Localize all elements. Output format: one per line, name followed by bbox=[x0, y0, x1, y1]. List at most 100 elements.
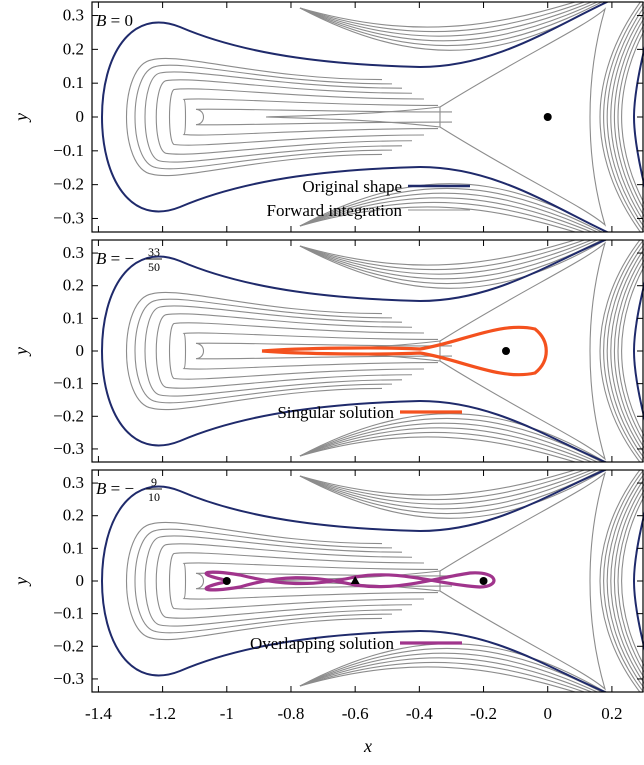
contour-top-4 bbox=[299, 470, 594, 505]
contour-bottom-5 bbox=[299, 201, 587, 232]
marker-circle-1 bbox=[543, 113, 552, 121]
contour-bottom-4 bbox=[299, 197, 594, 232]
ytick-label: 0.2 bbox=[63, 39, 84, 58]
contour-top-3 bbox=[299, 240, 599, 280]
contour-right-1 bbox=[599, 470, 641, 692]
ytick-label: 0.2 bbox=[63, 506, 84, 525]
contour-right-2 bbox=[603, 470, 644, 692]
panel-3: 0.3 0.2 0.1 0 −0.1 −0.2 −0.3-1.4 -1.2 -1 -0.8 -0.6… bbox=[11, 469, 644, 756]
contour-top-5 bbox=[299, 470, 587, 501]
contour-left-6 bbox=[182, 332, 439, 370]
original-shape-bottom bbox=[419, 400, 608, 462]
xtick-label: -0.2 bbox=[470, 704, 497, 723]
panel-1: 0.3 0.2 0.1 0 −0.1 −0.2 −0.3 y B = 0 Original sha… bbox=[11, 1, 644, 233]
original-shape-top bbox=[419, 240, 608, 302]
contour-left-6 bbox=[182, 98, 439, 136]
ytick-label: −0.3 bbox=[53, 669, 84, 688]
contour-top-6 bbox=[299, 2, 578, 28]
contour-right-6 bbox=[617, 489, 644, 673]
panel-parameter-label: B = 0 bbox=[96, 11, 133, 30]
ytick-label: 0.1 bbox=[63, 538, 84, 557]
fraction-numerator: 33 bbox=[148, 245, 160, 259]
contour-right-5 bbox=[613, 17, 644, 217]
x-axis-label: x bbox=[363, 736, 372, 756]
contour-left-7 bbox=[195, 108, 453, 126]
plot-area bbox=[100, 470, 644, 692]
original-shape-top bbox=[419, 470, 608, 532]
ytick-label: −0.3 bbox=[53, 208, 84, 227]
contour-right-7 bbox=[621, 265, 644, 437]
contour-right-4 bbox=[610, 248, 644, 454]
xtick-label: -1 bbox=[220, 704, 234, 723]
ytick-label: −0.1 bbox=[53, 374, 84, 393]
xtick-label: -0.6 bbox=[342, 704, 369, 723]
contour-right-6 bbox=[617, 23, 644, 211]
legend-label: Forward integration bbox=[267, 201, 403, 220]
legend-label: Overlapping solution bbox=[250, 634, 395, 653]
contour-left-7 bbox=[195, 342, 453, 360]
contour-right-4 bbox=[610, 478, 644, 684]
contour-right-inner bbox=[439, 7, 607, 227]
contour-bottom-5 bbox=[299, 431, 587, 462]
ytick-label: −0.3 bbox=[53, 439, 84, 458]
y-axis-label: y bbox=[11, 113, 31, 123]
contour-bottom-2 bbox=[299, 648, 604, 692]
contour-top-5 bbox=[299, 240, 587, 271]
contour-left-4 bbox=[155, 543, 413, 619]
contour-left-3 bbox=[144, 71, 403, 163]
contour-right-7 bbox=[621, 29, 644, 205]
original-shape-right bbox=[632, 46, 644, 188]
contour-left-4 bbox=[155, 79, 413, 155]
contour-bottom-3 bbox=[299, 422, 599, 462]
contour-bottom-4 bbox=[299, 657, 594, 692]
contour-top-4 bbox=[299, 2, 594, 37]
panel-parameter-label: B = − bbox=[96, 479, 134, 498]
fraction-numerator: 9 bbox=[151, 475, 157, 489]
legend-label: Original shape bbox=[302, 177, 402, 196]
contour-right-2 bbox=[603, 240, 644, 462]
ytick-label: 0 bbox=[76, 107, 85, 126]
original-shape-right bbox=[632, 511, 644, 651]
contour-left-5 bbox=[168, 88, 425, 146]
xtick-label: -0.4 bbox=[406, 704, 433, 723]
overlapping-solution-curve bbox=[204, 570, 496, 592]
contour-bottom-2 bbox=[299, 418, 604, 462]
ytick-label: 0.1 bbox=[63, 73, 84, 92]
original-shape-top bbox=[419, 2, 610, 68]
contour-top-2 bbox=[299, 2, 604, 46]
contour-left-2 bbox=[134, 528, 393, 634]
contour-bottom-4 bbox=[299, 427, 594, 462]
fraction-denominator: 10 bbox=[148, 490, 160, 504]
contour-left-6 bbox=[182, 562, 439, 600]
contour-bridge-bottom bbox=[265, 116, 441, 128]
ytick-label: −0.2 bbox=[53, 175, 84, 194]
contour-right-3 bbox=[606, 6, 644, 228]
contour-left-4 bbox=[155, 313, 413, 389]
xtick-label: -1.2 bbox=[149, 704, 176, 723]
contour-top-4 bbox=[299, 240, 594, 275]
xtick-label: 0 bbox=[543, 704, 552, 723]
contour-bottom-5 bbox=[299, 661, 587, 692]
contour-bottom-3 bbox=[299, 652, 599, 692]
ytick-label: 0 bbox=[76, 341, 85, 360]
plot-frame bbox=[91, 469, 644, 693]
contour-top-2 bbox=[299, 240, 604, 284]
contour-right-3 bbox=[606, 473, 644, 689]
ytick-label: 0 bbox=[76, 571, 85, 590]
contour-top-6 bbox=[299, 240, 578, 266]
contour-top-3 bbox=[299, 470, 599, 510]
legend-label: Singular solution bbox=[277, 403, 394, 422]
contour-left-3 bbox=[144, 305, 403, 397]
contour-right-3 bbox=[606, 243, 644, 459]
xtick-label: -1.4 bbox=[85, 704, 112, 723]
ytick-label: −0.2 bbox=[53, 406, 84, 425]
marker-circle-3 bbox=[479, 577, 488, 585]
contour-left-1 bbox=[125, 521, 383, 641]
contour-bottom-6 bbox=[299, 436, 578, 462]
y-axis-label: y bbox=[11, 347, 31, 357]
ytick-label: −0.2 bbox=[53, 636, 84, 655]
ytick-label: 0.3 bbox=[63, 243, 84, 262]
contour-right-inner bbox=[439, 241, 607, 461]
